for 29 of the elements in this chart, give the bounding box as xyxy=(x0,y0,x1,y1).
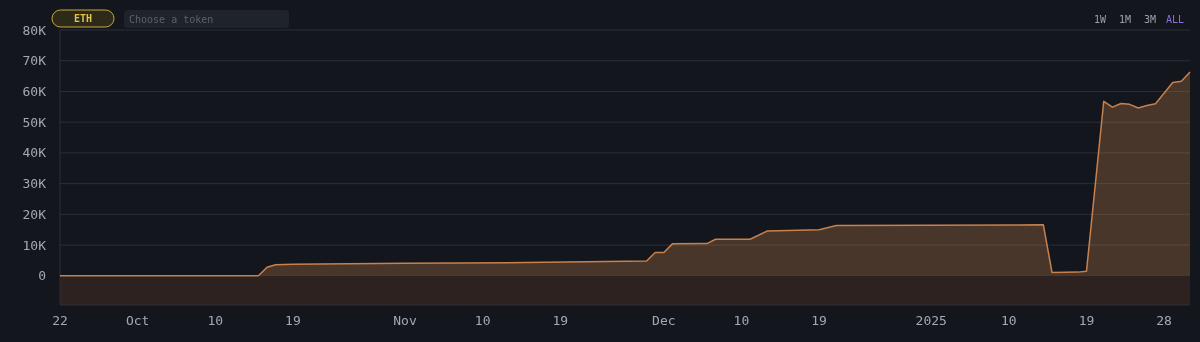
x-tick-label: 22 xyxy=(52,313,68,328)
x-tick-label: 10 xyxy=(733,313,750,328)
text: Choose a token xyxy=(129,14,214,25)
y-tick-label: 40K xyxy=(22,145,47,161)
x-tick-label: 10 xyxy=(474,313,491,328)
x-tick-label: 19 xyxy=(1078,313,1095,328)
x-tick-label: 19 xyxy=(552,313,569,328)
x-tick-label: Dec xyxy=(652,313,676,328)
x-tick-label: 28 xyxy=(1156,313,1172,328)
text: ETH xyxy=(73,13,93,24)
text: 1M xyxy=(1118,14,1132,25)
x-tick-label: 10 xyxy=(1001,313,1017,328)
x-tick-label: 19 xyxy=(285,313,301,328)
x-tick-label: 19 xyxy=(811,313,827,328)
x-tick-label: 10 xyxy=(207,313,224,328)
y-tick-label: 80K xyxy=(22,22,47,38)
y-tick-label: 10K xyxy=(22,237,47,253)
x-tick-label: Oct xyxy=(125,313,150,328)
text: 1W xyxy=(1093,14,1107,25)
text: 3M xyxy=(1143,14,1157,25)
y-tick-label: 20K xyxy=(22,206,47,222)
y-tick-label: 70K xyxy=(22,53,47,69)
y-tick-label: 0 xyxy=(38,268,46,284)
y-tick-label: 60K xyxy=(22,84,47,99)
x-tick-label: 2025 xyxy=(915,313,947,328)
text: ALL xyxy=(1165,14,1185,25)
y-tick-label: 50K xyxy=(22,114,47,130)
x-tick-label: Nov xyxy=(393,313,417,328)
y-tick-label: 30K xyxy=(22,176,47,192)
